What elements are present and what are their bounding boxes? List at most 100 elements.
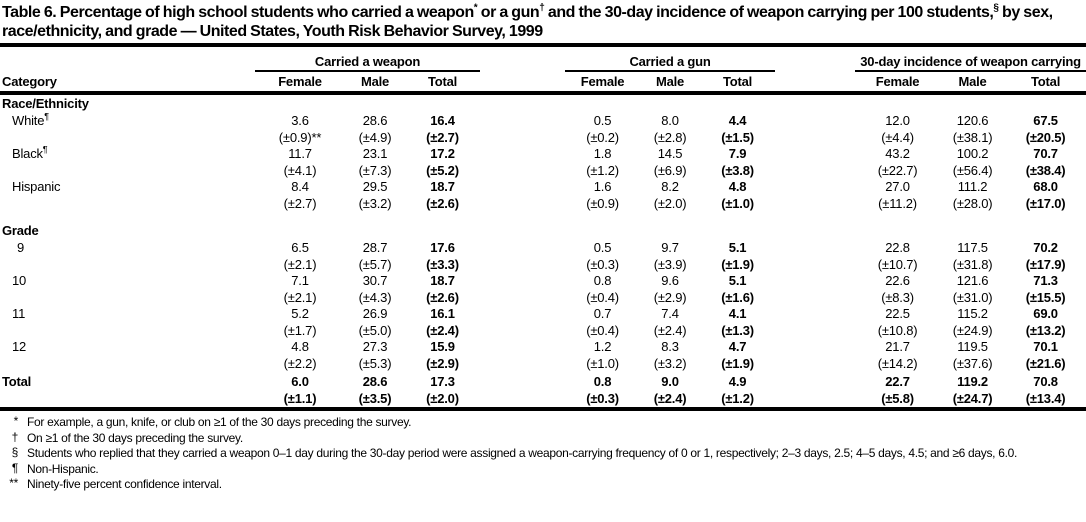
category-cell (0, 322, 255, 339)
footnote-marker: ¶ (11, 460, 18, 475)
category-label: White (12, 113, 45, 128)
value-cell: 28.7 (362, 240, 388, 255)
ci-cell: (±6.9) (653, 163, 687, 178)
spacer-cell (775, 339, 855, 355)
ci-cell: (±4.9) (358, 130, 392, 145)
ci-cell: (±1.9) (721, 257, 754, 272)
ci-cell: (±0.9)** (278, 130, 322, 145)
title-rule (0, 43, 1086, 47)
ci-cell: (±31.0) (952, 290, 993, 305)
ci-cell: (±2.9) (653, 290, 687, 305)
ci-cell: (±21.6) (1025, 356, 1066, 371)
category-label: Hispanic (12, 179, 61, 194)
ci-cell: (±2.1) (283, 257, 317, 272)
ci-cell: (±24.9) (952, 323, 993, 338)
ci-cell: (±1.0) (721, 196, 754, 211)
column-header-total: Total (700, 71, 776, 95)
spacer-cell (480, 339, 565, 355)
value-cell: 22.8 (885, 240, 910, 255)
value-cell: 29.5 (362, 179, 388, 194)
value-cell: 69.0 (1033, 306, 1058, 321)
ci-cell: (±2.7) (426, 130, 459, 145)
value-cell: 17.3 (430, 374, 455, 389)
footnote-marker: * (13, 414, 19, 428)
column-header-row: Category Female Male Total Female Male T… (0, 71, 1086, 95)
spacer-cell (480, 289, 565, 306)
value-cell: 4.7 (728, 339, 747, 354)
ci-cell: (±5.0) (358, 323, 392, 338)
ci-cell: (±28.0) (952, 196, 993, 211)
spacer-cell (775, 195, 855, 212)
value-cell: 0.8 (593, 374, 612, 389)
spacer-cell (775, 129, 855, 146)
value-cell: 8.4 (291, 179, 309, 194)
ci-cell: (±3.8) (721, 163, 754, 178)
table-row: Black¶ 11.7 23.1 17.2 1.8 14.5 7.9 43.2 100.2 70.… (0, 144, 1086, 162)
ci-cell: (±0.2) (586, 130, 619, 145)
ci-cell: (±0.4) (586, 290, 619, 305)
ci-cell: (±10.8) (877, 323, 918, 338)
ci-cell: (±38.4) (1025, 163, 1066, 178)
spacer-cell (775, 179, 855, 195)
spacer-cell (480, 256, 565, 273)
spacer-cell (775, 256, 855, 273)
value-cell: 8.2 (661, 179, 679, 194)
ci-cell: (±38.1) (952, 130, 993, 145)
title-text: Table 6. Percentage of high school stude… (2, 4, 474, 21)
value-cell: 0.7 (593, 306, 612, 321)
ci-cell: (±14.2) (877, 356, 918, 371)
category-cell: 9 (0, 240, 255, 256)
ci-cell: (±3.3) (426, 257, 459, 272)
value-cell: 70.7 (1033, 146, 1058, 161)
value-cell: 16.1 (430, 306, 455, 321)
category-cell (0, 195, 255, 212)
value-cell: 28.6 (362, 374, 388, 389)
ci-table-row: (±2.7) (±3.2) (±2.6) (±0.9) (±2.0) (±1.0) (±11… (0, 195, 1086, 212)
ci-cell: (±1.2) (721, 391, 754, 406)
ci-cell: (±2.6) (426, 196, 459, 211)
category-cell: Total (0, 372, 255, 390)
value-cell: 0.5 (593, 240, 612, 255)
value-cell: 3.6 (291, 113, 309, 128)
document-page: Table 6. Percentage of high school stude… (0, 2, 1086, 491)
category-label: Black (12, 146, 43, 161)
spacer-cell (775, 240, 855, 256)
title-text: and the 30-day incidence of weapon carry… (544, 4, 994, 21)
group-header-carried-gun: Carried a gun (565, 47, 776, 72)
ci-cell: (±1.3) (721, 323, 754, 338)
spacer-cell (775, 322, 855, 339)
ci-cell: (±1.2) (586, 163, 619, 178)
ci-cell: (±15.5) (1025, 290, 1066, 305)
ci-cell: (±7.3) (358, 163, 392, 178)
section-header-row: Race/Ethnicity (0, 93, 1086, 113)
value-cell: 1.2 (593, 339, 612, 354)
ci-cell: (±2.7) (283, 196, 317, 211)
category-cell: Hispanic (0, 179, 255, 195)
value-cell: 119.2 (957, 374, 988, 389)
spacer-cell (775, 273, 855, 289)
title-footnote-marker: * (473, 2, 478, 14)
title-footnote-marker: § (993, 2, 999, 14)
value-cell: 18.7 (430, 273, 455, 288)
ci-cell: (±37.6) (952, 356, 993, 371)
spacer-cell (480, 306, 565, 322)
value-cell: 4.8 (291, 339, 309, 354)
value-cell: 121.6 (956, 273, 989, 288)
ci-cell: (±1.7) (283, 323, 317, 338)
value-cell: 1.6 (593, 179, 612, 194)
ci-cell: (±5.8) (881, 391, 914, 406)
table-row: 9 6.5 28.7 17.6 0.5 9.7 5.1 22.8 117.5 70.2 (0, 240, 1086, 256)
value-cell: 117.5 (957, 240, 988, 255)
value-cell: 4.8 (728, 179, 747, 194)
ci-cell: (±1.6) (721, 290, 754, 305)
group-header-carried-weapon: Carried a weapon (255, 47, 481, 72)
value-cell: 111.2 (957, 179, 988, 194)
column-header-total: Total (1005, 71, 1086, 95)
category-footnote-marker: ¶ (42, 144, 48, 155)
value-cell: 15.9 (430, 339, 455, 354)
group-header-30day-incidence: 30-day incidence of weapon carrying (855, 47, 1086, 72)
table-row: Hispanic 8.4 29.5 18.7 1.6 8.2 4.8 27.0 111.2 68.… (0, 179, 1086, 195)
ci-cell: (±3.9) (653, 257, 687, 272)
ci-cell: (±2.0) (426, 391, 459, 406)
spacer-cell (480, 162, 565, 179)
